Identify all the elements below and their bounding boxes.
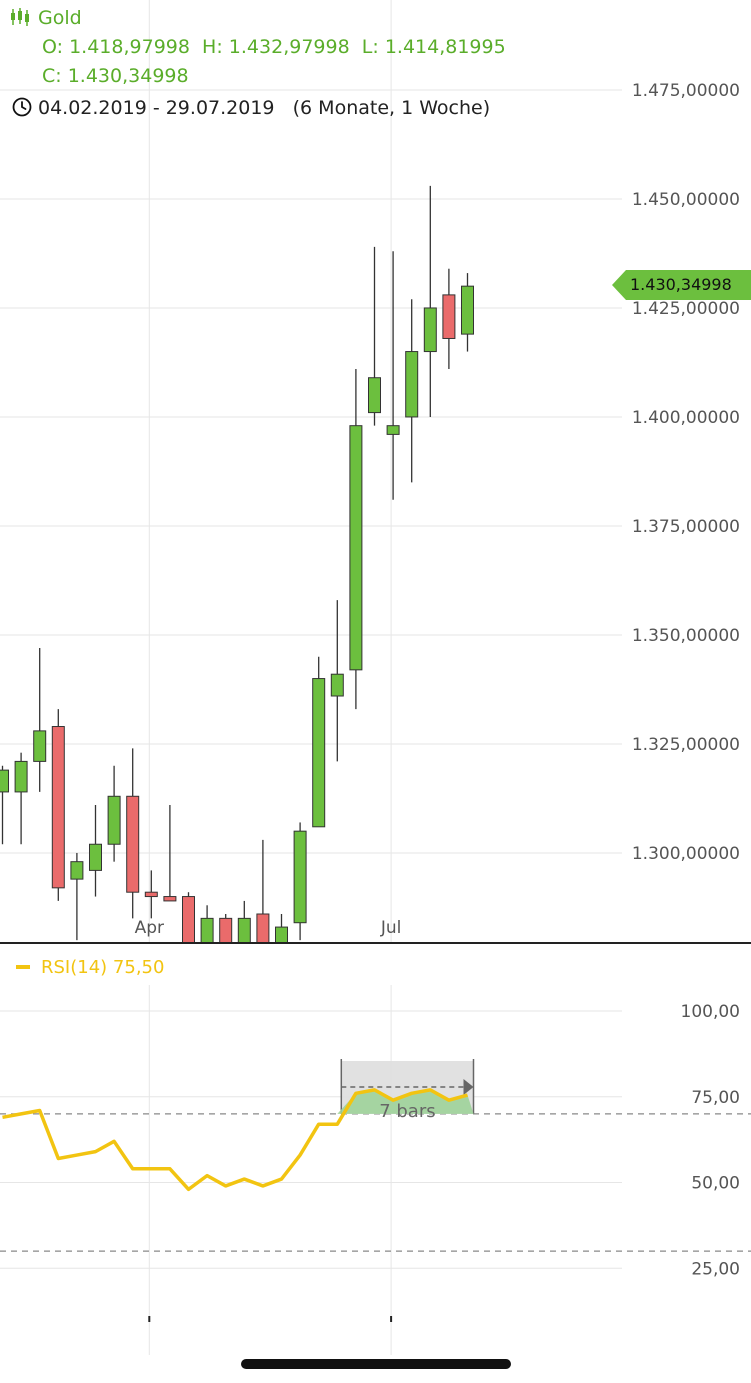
open-label: O: <box>42 36 64 58</box>
candle-body <box>163 896 177 902</box>
candlestick-icon <box>10 8 32 26</box>
date-range-row[interactable]: 04.02.2019 - 29.07.2019 (6 Monate, 1 Woc… <box>12 94 490 119</box>
chart-header: Gold O: 1.418,97998 H: 1.432,97998 L: 1.… <box>0 0 751 130</box>
candle-body <box>293 830 307 924</box>
candle-body <box>144 891 158 898</box>
high-value: 1.432,97998 <box>228 36 350 58</box>
instrument-title[interactable]: Gold <box>10 6 82 29</box>
candle-body <box>312 678 326 828</box>
measure-label: 7 bars <box>379 1101 435 1122</box>
price-tick-label: 1.400,00000 <box>632 408 740 428</box>
time-tick-label: Apr <box>135 918 164 938</box>
candle-body <box>442 294 456 339</box>
current-price-value: 1.430,34998 <box>630 275 732 294</box>
time-tick-label: Jul <box>380 918 402 938</box>
candle-body <box>461 285 474 335</box>
candle-body <box>33 730 47 762</box>
candle-body <box>423 307 437 353</box>
rsi-tick-label: 25,00 <box>691 1259 740 1279</box>
candle-body <box>0 769 9 793</box>
price-tick-label: 1.425,00000 <box>632 299 740 319</box>
high-label: H: <box>202 36 223 58</box>
candle-body <box>256 913 270 943</box>
rsi-tick-label: 100,00 <box>681 1002 740 1022</box>
period-label: (6 Monate, 1 Woche) <box>292 97 491 119</box>
open-value: 1.418,97998 <box>69 36 190 58</box>
candle-body <box>107 795 121 845</box>
candle-body <box>275 926 288 943</box>
price-tick-label: 1.375,00000 <box>632 517 740 537</box>
close-row: C: 1.430,34998 <box>42 65 189 87</box>
price-tick-label: 1.300,00000 <box>632 844 740 864</box>
low-value: 1.414,81995 <box>384 36 506 58</box>
candle-body <box>405 351 419 418</box>
arrow-right-icon <box>463 1079 474 1095</box>
clock-icon <box>12 97 32 117</box>
candle-body <box>126 795 140 893</box>
candle-body <box>219 917 233 943</box>
candle-body <box>182 896 195 943</box>
current-price-tag: 1.430,34998 <box>612 270 751 300</box>
price-tick-label: 1.325,00000 <box>632 735 740 755</box>
candle-body <box>349 425 363 671</box>
rsi-tick-label: 75,00 <box>691 1088 740 1108</box>
instrument-name: Gold <box>38 7 82 29</box>
candle-body <box>237 917 251 943</box>
candles-group <box>0 185 474 943</box>
candle-body <box>51 726 65 889</box>
home-indicator[interactable] <box>241 1359 511 1369</box>
rsi-legend-label: RSI(14) 75,50 <box>41 957 164 978</box>
candle-body <box>386 425 400 435</box>
candle-body <box>200 917 214 943</box>
rsi-tick-label: 50,00 <box>691 1174 740 1194</box>
candle-body <box>70 861 84 880</box>
price-tick-label: 1.450,00000 <box>632 190 740 210</box>
ohl-values: O: 1.418,97998 H: 1.432,97998 L: 1.414,8… <box>42 36 506 58</box>
candle-body <box>368 377 381 414</box>
price-tick-label: 1.475,00000 <box>632 81 740 101</box>
date-range: 04.02.2019 - 29.07.2019 <box>38 97 275 119</box>
rsi-series-line <box>2 1088 468 1192</box>
close-value: 1.430,34998 <box>67 65 189 87</box>
low-label: L: <box>361 36 379 58</box>
price-tick-label: 1.350,00000 <box>632 626 740 646</box>
close-label: C: <box>42 65 62 87</box>
rsi-legend-swatch <box>16 965 30 969</box>
candle-body <box>330 673 344 697</box>
candle-body <box>89 843 102 871</box>
candle-body <box>14 760 28 793</box>
